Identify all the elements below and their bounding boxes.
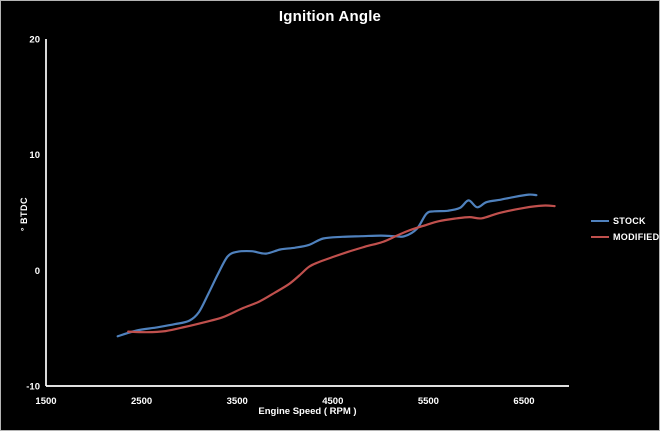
x-tick-label: 6500 bbox=[513, 396, 534, 407]
x-tick-label: 2500 bbox=[131, 396, 152, 407]
legend-label-modified: MODIFIED bbox=[613, 232, 660, 242]
modified-line-swatch bbox=[591, 236, 609, 238]
y-axis-title: ° BTDC bbox=[19, 196, 29, 232]
series-line-modified bbox=[127, 204, 556, 334]
x-tick-label: 5500 bbox=[418, 396, 439, 407]
x-tick-label: 4500 bbox=[322, 396, 343, 407]
series-line-stock bbox=[116, 193, 538, 338]
x-axis-title: Engine Speed ( RPM ) bbox=[258, 406, 357, 417]
x-tick-label: 1500 bbox=[35, 396, 56, 407]
legend-label-stock: STOCK bbox=[613, 216, 646, 226]
y-tick-label: -10 bbox=[26, 382, 40, 393]
stock-line-swatch bbox=[591, 220, 609, 222]
y-tick-label: 20 bbox=[29, 35, 40, 46]
legend: STOCK MODIFIED bbox=[591, 216, 659, 242]
x-tick-label: 3500 bbox=[227, 396, 248, 407]
chart-title: Ignition Angle bbox=[278, 8, 382, 25]
legend-item-modified: MODIFIED bbox=[591, 232, 659, 242]
legend-item-stock: STOCK bbox=[591, 216, 659, 226]
y-tick-label: 0 bbox=[35, 266, 40, 277]
y-tick-label: 10 bbox=[29, 150, 40, 161]
